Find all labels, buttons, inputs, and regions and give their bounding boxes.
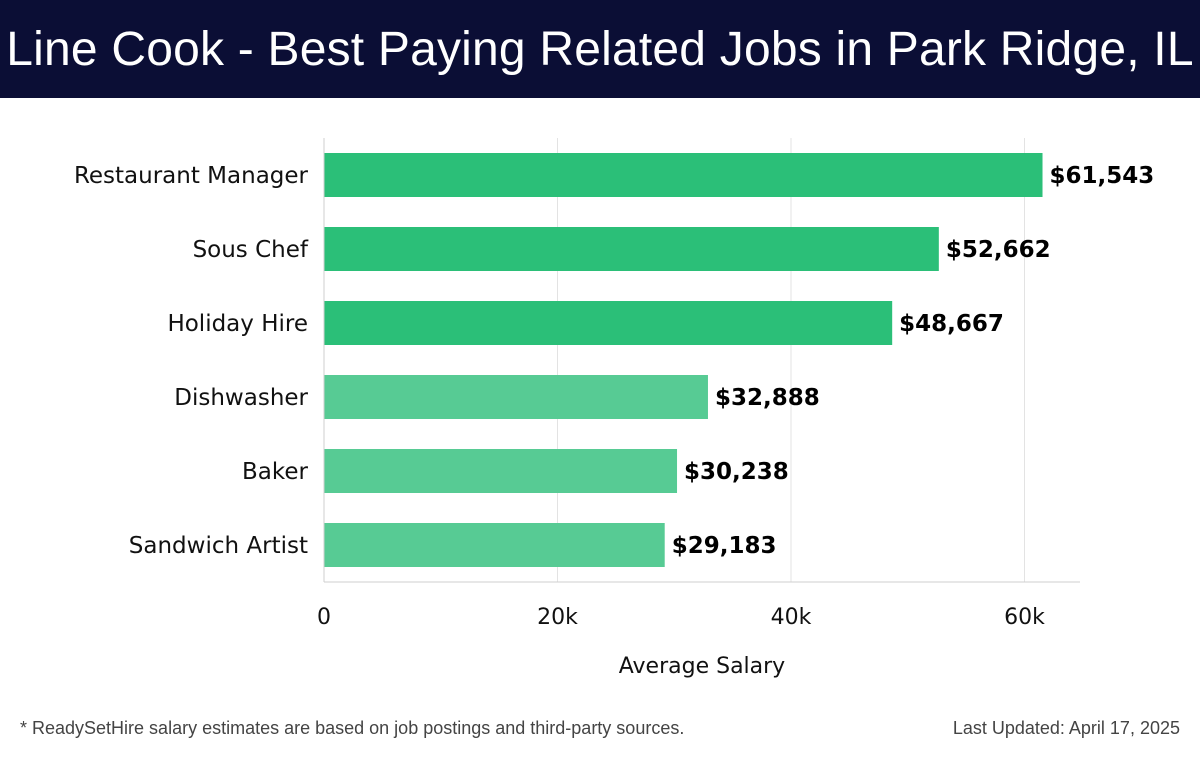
x-axis-title: Average Salary bbox=[619, 654, 785, 679]
bar-3 bbox=[324, 375, 708, 419]
category-label-2: Holiday Hire bbox=[167, 311, 308, 337]
value-label-3: $32,888 bbox=[715, 385, 820, 411]
bar-0 bbox=[324, 153, 1043, 197]
category-label-4: Baker bbox=[242, 459, 309, 485]
chart-title: Line Cook - Best Paying Related Jobs in … bbox=[6, 22, 1194, 76]
category-label-5: Sandwich Artist bbox=[129, 533, 308, 559]
value-label-4: $30,238 bbox=[684, 459, 789, 485]
bar-1 bbox=[324, 227, 939, 271]
x-tick-label-3: 60k bbox=[1004, 605, 1045, 630]
value-label-2: $48,667 bbox=[899, 311, 1004, 337]
footnote: * ReadySetHire salary estimates are base… bbox=[20, 718, 685, 738]
bar-chart: 0 20k 40k 60k Restaurant Manager $61,543 Sous … bbox=[74, 138, 1154, 679]
category-label-3: Dishwasher bbox=[174, 385, 308, 411]
value-label-5: $29,183 bbox=[672, 533, 777, 559]
bar-5 bbox=[324, 523, 665, 567]
x-tick-label-2: 40k bbox=[771, 605, 812, 630]
axes: 0 20k 40k 60k Restaurant Manager $61,543 Sous … bbox=[74, 138, 1154, 630]
category-label-0: Restaurant Manager bbox=[74, 163, 309, 189]
value-label-1: $52,662 bbox=[946, 237, 1051, 263]
gridlines bbox=[323, 138, 1025, 582]
chart-header: Line Cook - Best Paying Related Jobs in … bbox=[0, 0, 1200, 98]
bar-4 bbox=[324, 449, 678, 493]
x-tick-label-1: 20k bbox=[537, 605, 578, 630]
value-label-0: $61,543 bbox=[1050, 163, 1155, 189]
bar-2 bbox=[324, 301, 893, 345]
last-updated: Last Updated: April 17, 2025 bbox=[952, 718, 1180, 738]
category-label-1: Sous Chef bbox=[193, 237, 309, 263]
x-tick-label-0: 0 bbox=[317, 605, 331, 630]
bars bbox=[324, 153, 1043, 567]
